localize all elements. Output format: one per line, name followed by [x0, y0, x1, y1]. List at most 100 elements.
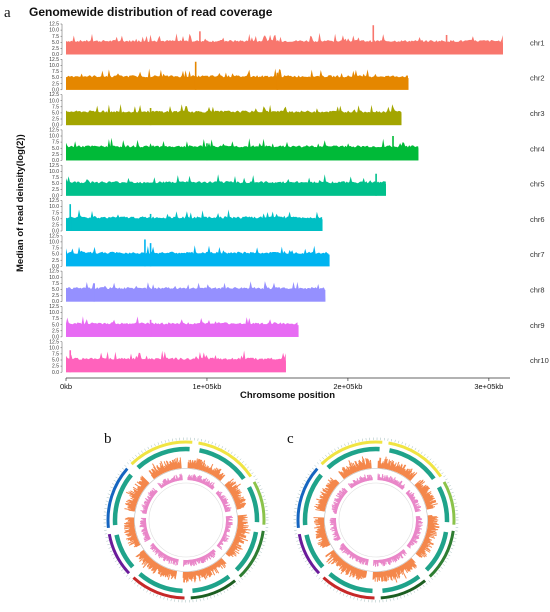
coverage-bar: [405, 470, 411, 478]
outer-tick: [311, 569, 314, 572]
coverage-bar: [361, 570, 365, 580]
coverage-bar: [424, 537, 430, 541]
coverage-bar: [129, 501, 137, 505]
coverage-bar: [228, 486, 233, 491]
coverage-bar: [138, 552, 147, 560]
coverage-bar: [336, 559, 343, 567]
coverage-bar: [228, 548, 237, 555]
inner-track-bar: [154, 549, 160, 555]
inner-track-bar: [195, 477, 198, 482]
coverage-bar: [315, 534, 327, 539]
outer-ring-segment: [238, 530, 265, 578]
coverage-bar: [327, 552, 337, 561]
y-tick-label: 0.0: [52, 299, 59, 305]
inner-track-bar: [356, 478, 360, 484]
coverage-bar: [133, 498, 139, 501]
inner-track-bar: [207, 552, 211, 557]
coverage-bar: [364, 571, 368, 578]
series-label-chr9: chr9: [530, 321, 545, 330]
coverage-bar: [407, 473, 413, 480]
outer-tick: [217, 593, 219, 597]
inner-track-bar: [163, 479, 168, 486]
inner-track-bar: [339, 497, 342, 500]
coverage-bar: [388, 460, 392, 470]
coverage-bar: [419, 547, 426, 553]
coverage-tracks: 12.510.07.55.02.50.0chr112.510.07.55.02.…: [49, 22, 549, 376]
y-tick-label: 2.5: [52, 81, 59, 87]
inner-track-bar: [163, 554, 168, 562]
coverage-bar: [130, 503, 137, 506]
inner-track-bar: [389, 557, 393, 563]
coverage-spikes: [66, 316, 299, 337]
coverage-bar: [401, 564, 406, 570]
coverage-bar: [335, 479, 340, 484]
inner-track-bar: [413, 533, 420, 537]
inner-track-bar: [225, 525, 230, 528]
coverage-bar: [208, 467, 213, 474]
inner-track-bar: [144, 535, 150, 538]
inner-track-bar: [412, 534, 419, 538]
outer-tick: [453, 499, 456, 501]
coverage-bar: [189, 459, 192, 469]
outer-tick: [115, 476, 118, 479]
coverage-bar: [126, 532, 136, 536]
coverage-bar: [359, 570, 363, 579]
coverage-bar: [166, 569, 170, 577]
inner-track-bar: [144, 533, 149, 537]
coverage-bar: [387, 461, 391, 470]
inner-track-bar: [160, 552, 164, 558]
inner-track-bar: [225, 527, 229, 530]
coverage-bar: [133, 489, 142, 495]
coverage-bar: [421, 491, 428, 496]
coverage-bar: [360, 462, 364, 470]
inner-track-bar: [351, 553, 355, 557]
coverage-bar: [355, 466, 359, 472]
coverage-bar: [232, 494, 240, 499]
coverage-bar: [195, 458, 198, 469]
inner-track-bar: [148, 494, 154, 498]
inner-track-bar: [217, 493, 220, 496]
coverage-bar: [425, 500, 437, 505]
inner-track-bar: [386, 477, 389, 482]
inner-track-bar: [349, 552, 354, 558]
inner-track-bar: [347, 549, 350, 553]
coverage-bar: [358, 459, 363, 471]
coverage-bar: [175, 461, 178, 469]
coverage-bar: [322, 543, 331, 549]
coverage-bar: [141, 475, 150, 484]
coverage-peak: [149, 108, 152, 126]
coverage-bar: [125, 531, 136, 536]
outer-tick: [407, 593, 409, 597]
inner-track-bar: [398, 484, 402, 488]
coverage-bar: [426, 532, 437, 537]
inner-track-bar: [334, 504, 339, 507]
inner-track-bar: [358, 479, 361, 484]
outer-tick: [132, 457, 135, 460]
outer-tick: [144, 448, 146, 451]
inner-track-bar: [222, 535, 225, 538]
coverage-bar: [396, 466, 401, 473]
coverage-bar: [382, 571, 386, 582]
inner-track-bar: [221, 538, 227, 542]
coverage-bar: [330, 556, 340, 565]
coverage-bar: [235, 535, 244, 539]
y-tick-label: 12.5: [49, 163, 59, 169]
coverage-bar: [148, 560, 155, 569]
inner-track-bar: [167, 478, 171, 484]
inner-track-bar: [218, 542, 222, 545]
inner-track-bar: [397, 482, 401, 487]
outer-tick: [417, 449, 420, 453]
inner-track-bar: [147, 496, 152, 500]
inner-track-bar: [152, 544, 155, 547]
inner-track-bar: [221, 499, 227, 503]
coverage-bar: [382, 571, 384, 577]
coverage-bar: [157, 470, 161, 475]
coverage-bar: [141, 481, 147, 487]
coverage-bar: [427, 526, 436, 530]
outer-tick: [434, 463, 437, 466]
inner-track-bar: [169, 480, 172, 484]
coverage-bar: [149, 560, 154, 566]
coverage-bar: [422, 542, 433, 548]
coverage-bar: [232, 491, 242, 498]
